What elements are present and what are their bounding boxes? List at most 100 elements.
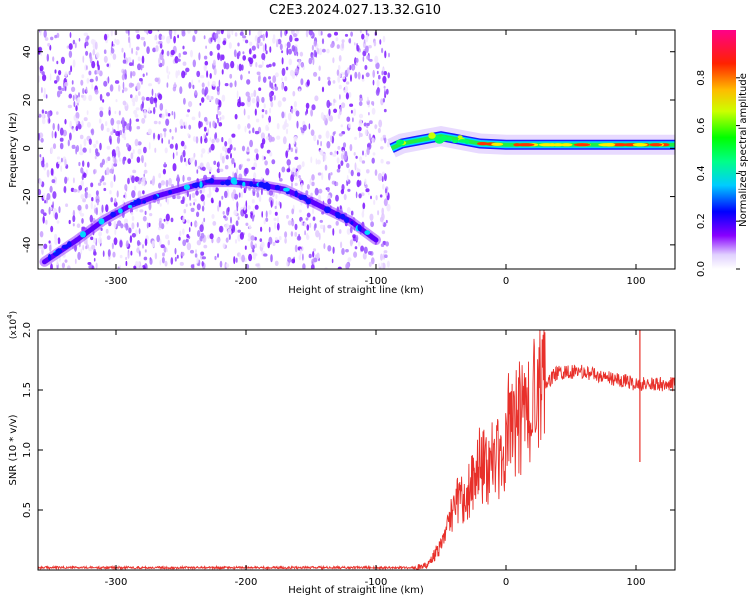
noise-speck xyxy=(166,248,169,253)
noise-speck xyxy=(248,224,252,230)
noise-speck xyxy=(328,172,331,181)
noise-speck xyxy=(219,152,223,161)
noise-speck xyxy=(257,36,261,44)
noise-speck xyxy=(218,122,223,127)
noise-speck xyxy=(132,169,137,174)
noise-speck xyxy=(92,48,96,56)
noise-speck xyxy=(207,151,210,155)
noise-speck xyxy=(48,117,51,124)
noise-speck xyxy=(265,210,268,218)
noise-speck xyxy=(316,139,319,146)
noise-speck xyxy=(76,97,81,104)
noise-speck xyxy=(229,82,233,88)
noise-speck xyxy=(291,45,295,52)
noise-speck xyxy=(330,172,333,176)
noise-speck xyxy=(234,239,238,244)
noise-speck xyxy=(200,251,205,256)
noise-speck xyxy=(360,245,364,252)
noise-speck xyxy=(91,197,94,202)
noise-speck xyxy=(40,209,45,214)
noise-speck xyxy=(111,242,114,250)
noise-speck xyxy=(273,217,277,221)
noise-speck xyxy=(240,102,245,107)
noise-speck xyxy=(270,254,273,263)
noise-speck xyxy=(305,102,310,109)
noise-speck xyxy=(265,109,268,115)
noise-speck xyxy=(294,244,298,253)
noise-speck xyxy=(175,151,178,156)
noise-speck xyxy=(144,238,148,246)
noise-speck xyxy=(114,110,117,115)
noise-speck xyxy=(208,186,211,193)
noise-speck xyxy=(121,47,124,53)
noise-speck xyxy=(56,156,61,160)
noise-speck xyxy=(386,260,390,268)
noise-speck xyxy=(311,181,315,187)
noise-speck xyxy=(341,248,345,255)
noise-speck xyxy=(185,160,188,167)
noise-speck xyxy=(190,49,193,58)
noise-speck xyxy=(163,130,167,138)
noise-speck xyxy=(371,107,376,115)
y-tick-label: 2.0 xyxy=(22,322,33,338)
noise-speck xyxy=(281,82,284,91)
noise-speck xyxy=(42,74,47,82)
noise-speck xyxy=(136,247,140,254)
noise-speck xyxy=(318,65,321,71)
noise-speck xyxy=(308,57,313,65)
noise-speck xyxy=(234,228,238,234)
noise-speck xyxy=(56,60,59,65)
noise-speck xyxy=(199,224,204,233)
noise-speck xyxy=(275,72,279,78)
noise-speck xyxy=(320,112,324,120)
noise-speck xyxy=(143,30,149,33)
noise-speck xyxy=(234,113,238,120)
noise-speck xyxy=(233,162,236,169)
noise-speck xyxy=(382,35,386,43)
noise-speck xyxy=(239,31,244,36)
noise-speck xyxy=(71,86,76,93)
noise-speck xyxy=(336,150,339,155)
noise-speck xyxy=(357,71,361,80)
arc-blob xyxy=(283,187,290,192)
noise-speck xyxy=(182,239,187,247)
noise-speck xyxy=(106,127,110,133)
noise-speck xyxy=(94,89,99,95)
colorbar-tick-label: 0.4 xyxy=(696,165,707,181)
noise-speck xyxy=(236,64,239,71)
noise-speck xyxy=(96,69,100,75)
noise-speck xyxy=(262,76,267,83)
noise-speck xyxy=(131,190,136,199)
noise-speck xyxy=(171,111,174,116)
noise-speck xyxy=(288,58,293,66)
noise-speck xyxy=(80,79,84,86)
noise-speck xyxy=(325,130,330,139)
noise-speck xyxy=(72,209,76,218)
arc-blob xyxy=(357,224,362,231)
noise-speck xyxy=(256,101,260,108)
noise-speck xyxy=(71,80,74,85)
noise-speck xyxy=(285,150,289,159)
noise-speck xyxy=(380,158,384,164)
noise-speck xyxy=(337,164,341,170)
noise-speck xyxy=(38,75,41,83)
noise-speck xyxy=(159,203,162,207)
noise-speck xyxy=(244,213,248,219)
arc-blob xyxy=(224,179,231,186)
noise-speck xyxy=(216,30,221,35)
noise-speck xyxy=(314,187,319,196)
noise-speck xyxy=(267,241,271,249)
noise-speck xyxy=(114,197,117,204)
noise-speck xyxy=(322,48,326,53)
noise-speck xyxy=(174,127,177,133)
noise-speck xyxy=(382,75,387,84)
noise-speck xyxy=(46,169,50,178)
noise-speck xyxy=(319,219,323,223)
noise-speck xyxy=(302,124,307,131)
noise-speck xyxy=(260,132,265,140)
noise-speck xyxy=(125,240,129,248)
carrier-peak xyxy=(477,142,489,146)
noise-speck xyxy=(101,204,104,213)
noise-speck xyxy=(233,256,236,265)
noise-speck xyxy=(85,245,88,250)
